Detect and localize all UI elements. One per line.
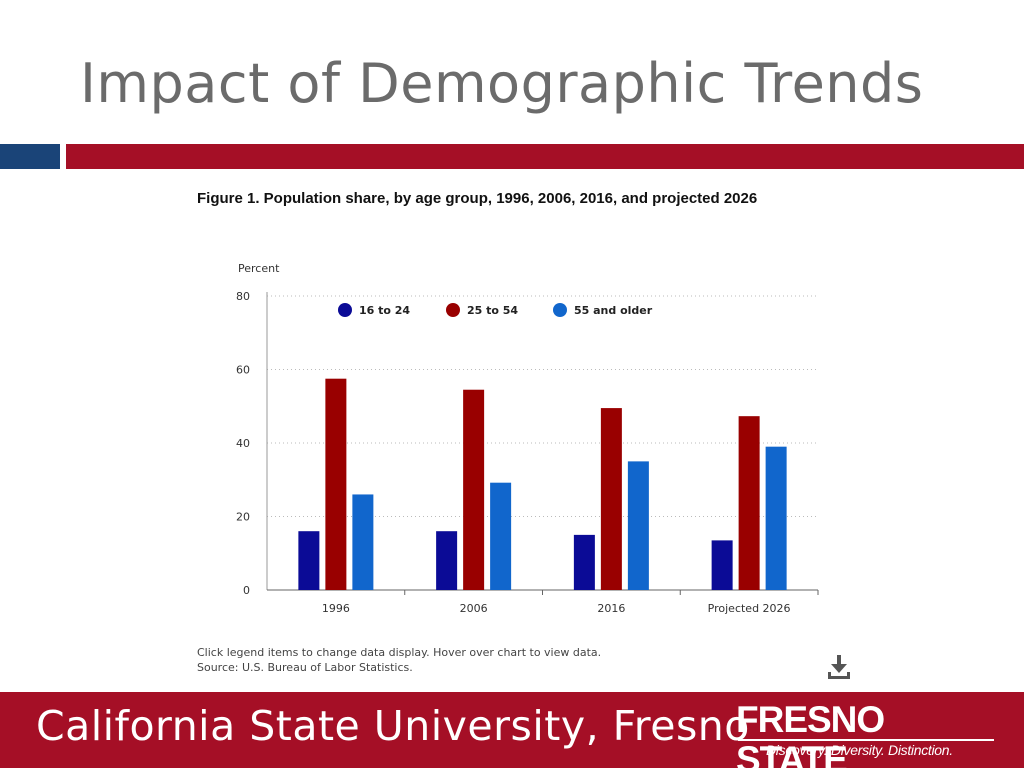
- x-tick-label: 1996: [322, 602, 350, 615]
- y-tick-label: 20: [236, 511, 250, 524]
- bar-16-to-24-projected-2026[interactable]: [711, 540, 733, 590]
- legend[interactable]: 16 to 24 25 to 54 55 and older: [338, 303, 653, 317]
- bar-55-and-older-projected-2026[interactable]: [765, 446, 787, 590]
- bar-16-to-24-1996[interactable]: [298, 531, 320, 590]
- chart-instructions: Click legend items to change data displa…: [197, 646, 602, 659]
- chart-source: Source: U.S. Bureau of Labor Statistics.: [197, 661, 413, 674]
- bar-25-to-54-2006[interactable]: [463, 389, 485, 590]
- x-tick-label: Projected 2026: [708, 602, 791, 615]
- fresno-state-logo: FRESNO STATE Discovery. Diversity. Disti…: [736, 700, 998, 780]
- bar-25-to-54-1996[interactable]: [325, 378, 347, 590]
- bar-16-to-24-2006[interactable]: [436, 531, 458, 590]
- bar-16-to-24-2016[interactable]: [573, 534, 595, 590]
- logo-tagline: Discovery. Diversity. Distinction.: [766, 742, 953, 758]
- footer-university-name: California State University, Fresno: [36, 702, 750, 750]
- bar-layer[interactable]: [298, 378, 787, 590]
- footer-bar: [0, 692, 1024, 768]
- bar-55-and-older-2006[interactable]: [490, 482, 512, 590]
- legend-label: 25 to 54: [467, 304, 518, 317]
- legend-marker: [338, 303, 352, 317]
- legend-item-16-to-24[interactable]: 16 to 24: [338, 303, 410, 317]
- x-tick-label: 2006: [460, 602, 488, 615]
- bar-55-and-older-2016[interactable]: [627, 461, 649, 590]
- x-tick-label: 2016: [597, 602, 625, 615]
- legend-marker: [553, 303, 567, 317]
- gridlines: [267, 295, 818, 517]
- slide-title: Impact of Demographic Trends: [80, 52, 924, 115]
- y-axis-label: Percent: [238, 262, 280, 275]
- legend-label: 16 to 24: [359, 304, 410, 317]
- axes: 0 20 40 60 80 1996 2006 2016 Projected 2026: [236, 290, 819, 615]
- bar-25-to-54-2016[interactable]: [600, 408, 622, 590]
- logo-underline: [738, 739, 994, 741]
- y-tick-label: 40: [236, 437, 250, 450]
- title-rule-red: [66, 144, 1024, 169]
- download-icon[interactable]: [824, 652, 854, 682]
- bar-25-to-54-projected-2026[interactable]: [738, 416, 760, 590]
- figure-title: Figure 1. Population share, by age group…: [197, 190, 758, 207]
- legend-marker: [446, 303, 460, 317]
- y-tick-label: 80: [236, 290, 250, 303]
- legend-label: 55 and older: [574, 304, 653, 317]
- title-rule-blue: [0, 144, 60, 169]
- bar-chart[interactable]: 0 20 40 60 80 1996 2006 2016 Projected 2026 16 t…: [0, 0, 1024, 692]
- legend-item-25-to-54[interactable]: 25 to 54: [446, 303, 518, 317]
- bar-55-and-older-1996[interactable]: [352, 494, 374, 590]
- legend-item-55-and-older[interactable]: 55 and older: [553, 303, 653, 317]
- y-tick-label: 60: [236, 364, 250, 377]
- y-tick-label: 0: [243, 584, 250, 597]
